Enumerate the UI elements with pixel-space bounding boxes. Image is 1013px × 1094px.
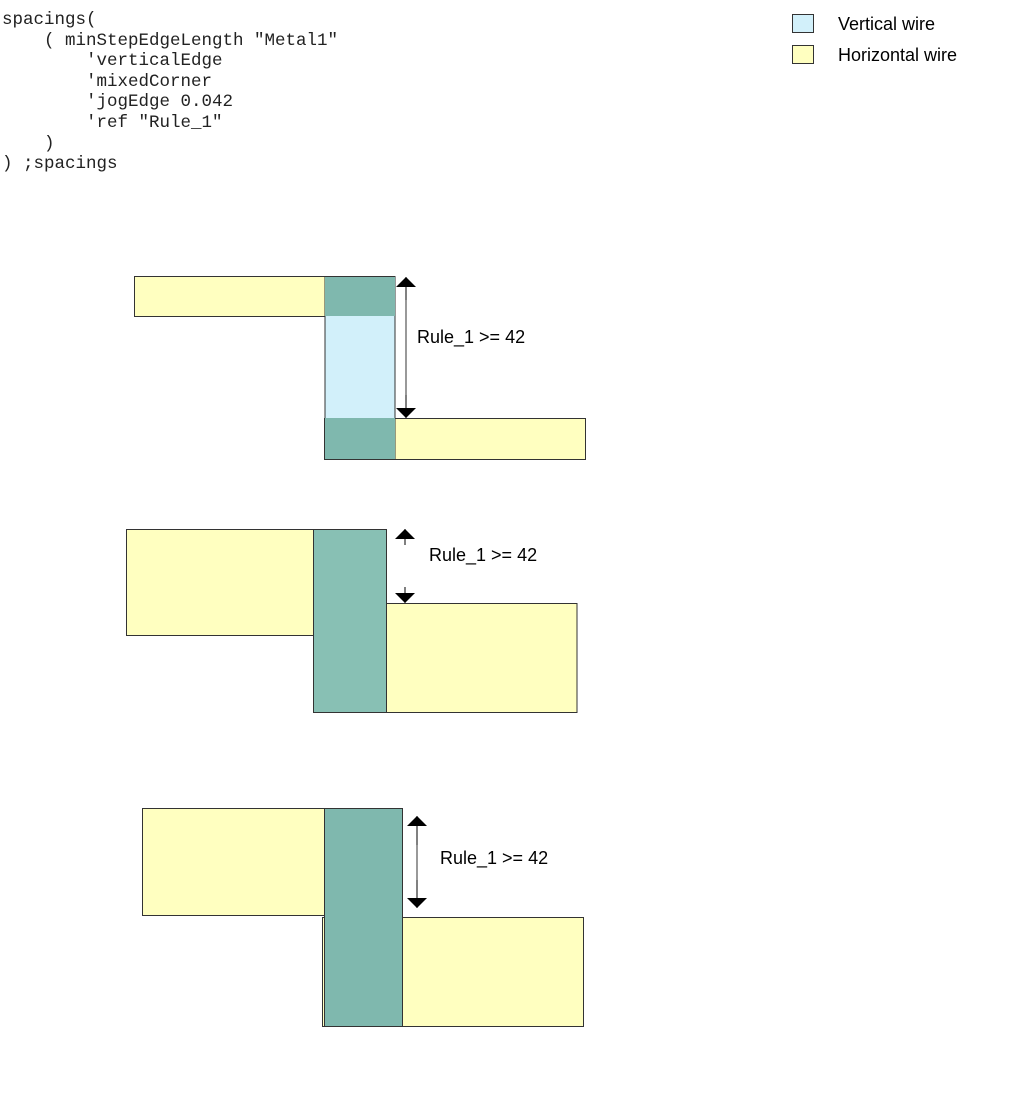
code-block: spacings( ( minStepEdgeLength "Metal1" '… bbox=[2, 10, 338, 175]
rule-label: Rule_1 >= 42 bbox=[429, 545, 537, 566]
overlap-region bbox=[325, 418, 395, 459]
overlap-region bbox=[324, 808, 403, 1027]
legend: Vertical wire Horizontal wire bbox=[792, 14, 957, 65]
legend-swatch-vertical bbox=[792, 14, 814, 33]
code-line: 'jogEdge 0.042 bbox=[2, 92, 234, 113]
code-line: 'ref "Rule_1" bbox=[2, 112, 223, 133]
overlap-region bbox=[313, 529, 387, 713]
code-line: ) bbox=[2, 133, 55, 154]
code-line: spacings( bbox=[2, 10, 97, 30]
rule-label: Rule_1 >= 42 bbox=[440, 848, 548, 869]
code-line: ( minStepEdgeLength "Metal1" bbox=[2, 30, 339, 51]
diagram-2: Rule_1 >= 42 bbox=[126, 529, 578, 713]
rule-label: Rule_1 >= 42 bbox=[417, 327, 525, 348]
horizontal-wire bbox=[126, 529, 314, 636]
overlap-region bbox=[325, 277, 395, 316]
code-line: 'mixedCorner bbox=[2, 71, 213, 92]
code-line: ) ;spacings bbox=[2, 154, 118, 175]
legend-swatch-horizontal bbox=[792, 45, 814, 64]
code-line: 'verticalEdge bbox=[2, 51, 223, 72]
legend-label-vertical: Vertical wire bbox=[838, 14, 935, 34]
legend-label-horizontal: Horizontal wire bbox=[838, 45, 957, 65]
horizontal-wire bbox=[142, 808, 325, 916]
diagram-1: Rule_1 >= 42 bbox=[134, 276, 586, 460]
horizontal-wire bbox=[134, 276, 326, 317]
horizontal-wire bbox=[385, 603, 578, 713]
diagram-3: Rule_1 >= 42 bbox=[142, 808, 584, 1027]
